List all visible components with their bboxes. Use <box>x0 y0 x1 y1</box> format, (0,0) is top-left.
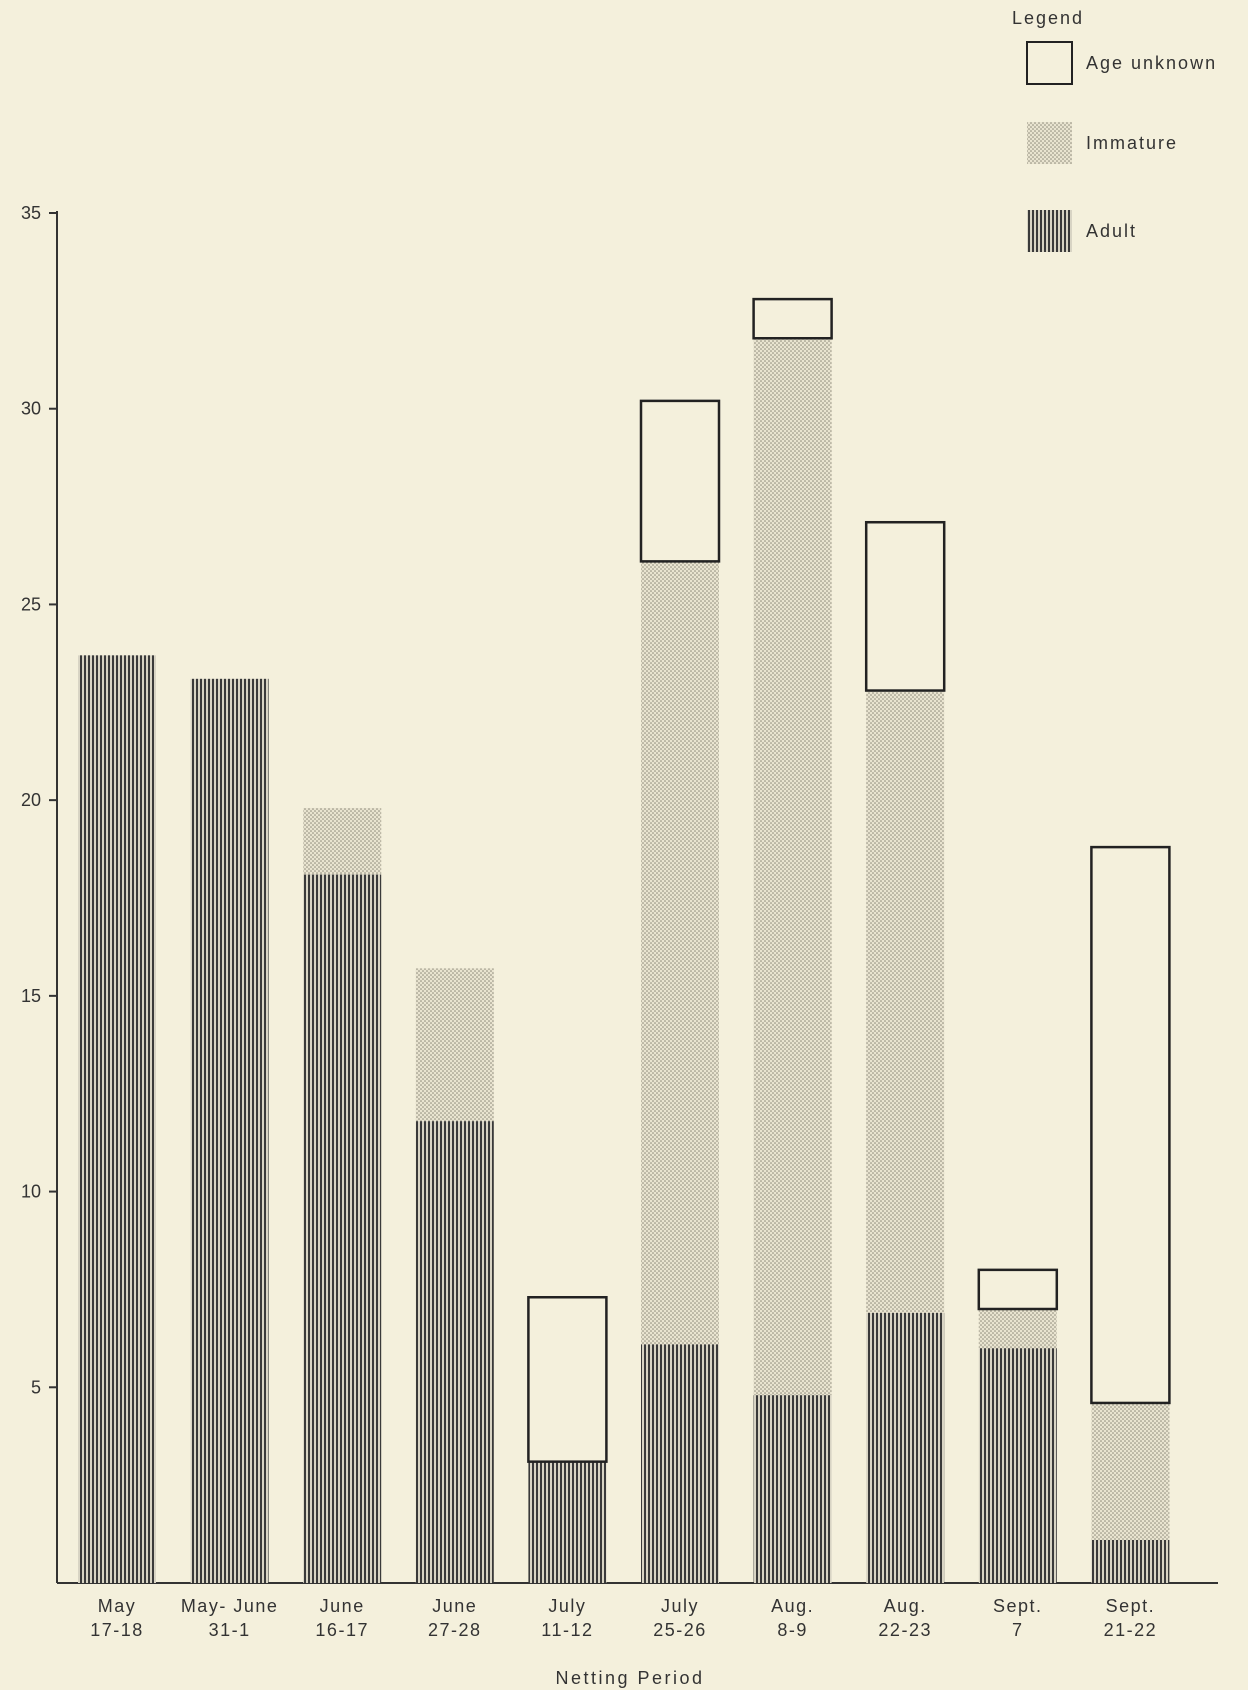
x-tick-label: 7 <box>1012 1620 1024 1640</box>
y-tick-label: 15 <box>21 986 41 1006</box>
y-tick-label: 20 <box>21 790 41 810</box>
bar-segment-adult <box>1091 1539 1170 1583</box>
x-tick-label: 25-26 <box>653 1620 707 1640</box>
legend-items: Age unknown Immature Adult <box>1026 41 1217 252</box>
y-tick-label: 35 <box>21 203 41 223</box>
y-tick-label: 5 <box>31 1377 41 1397</box>
x-tick-label: June <box>432 1596 477 1616</box>
legend-swatch-immature <box>1027 122 1072 164</box>
bar-segment-adult <box>641 1344 719 1583</box>
y-tick-label: 10 <box>21 1182 41 1202</box>
legend-label: Adult <box>1086 221 1137 241</box>
bar-segment-adult <box>303 874 382 1583</box>
bar-segment-age-unknown <box>752 297 833 340</box>
bar-segment-immature <box>641 561 719 1345</box>
y-tick-label: 30 <box>21 399 41 419</box>
x-tick-label: June <box>320 1596 365 1616</box>
x-tick-label: July <box>548 1596 586 1616</box>
bar-segment-age-unknown <box>639 399 721 563</box>
bar-segment-age-unknown <box>977 1268 1059 1311</box>
x-axis-title: Netting Period <box>555 1668 704 1688</box>
bar-segment-immature <box>866 690 945 1313</box>
bars <box>78 297 1171 1583</box>
bar-segment-age-unknown <box>1090 845 1171 1405</box>
bar-segment-immature <box>1091 1402 1170 1540</box>
bar-segment-adult <box>78 655 156 1583</box>
x-axis-labels: May 17-18 May- June 31-1 June 16-17 June 27-28 J… <box>90 1596 1158 1640</box>
x-tick-label: Aug. <box>771 1596 814 1616</box>
x-tick-label: 8-9 <box>777 1620 808 1640</box>
x-tick-label: Sept. <box>993 1596 1043 1616</box>
x-tick-label: 17-18 <box>90 1620 144 1640</box>
bar-segment-age-unknown <box>864 520 946 692</box>
bar-segment-immature <box>753 338 832 1396</box>
x-tick-label: Sept. <box>1106 1596 1156 1616</box>
bar-segment-immature <box>978 1309 1057 1349</box>
legend-label: Age unknown <box>1086 53 1217 73</box>
legend-label: Immature <box>1086 133 1178 153</box>
bar-segment-immature <box>415 968 494 1122</box>
legend-swatch-adult <box>1027 210 1072 252</box>
x-tick-label: 22-23 <box>878 1620 932 1640</box>
bar-segment-adult <box>978 1348 1057 1583</box>
bar-segment-immature <box>303 807 382 875</box>
x-tick-label: 21-22 <box>1104 1620 1158 1640</box>
bar-segment-age-unknown <box>527 1296 608 1463</box>
x-tick-label: May- June <box>181 1596 279 1616</box>
bar-segment-adult <box>415 1121 494 1583</box>
bar-segment-adult <box>190 678 269 1583</box>
legend-title: Legend <box>1012 8 1084 28</box>
bar-segment-adult <box>753 1395 832 1583</box>
x-tick-label: 16-17 <box>315 1620 369 1640</box>
x-tick-label: Aug. <box>884 1596 927 1616</box>
x-tick-label: 11-12 <box>541 1620 593 1640</box>
bar-segment-adult <box>866 1312 945 1583</box>
legend-swatch-age-unknown <box>1026 41 1073 85</box>
x-tick-label: July <box>661 1596 699 1616</box>
legend: Legend Age unknown Immature Adult <box>1012 8 1217 252</box>
x-tick-label: 27-28 <box>428 1620 482 1640</box>
x-tick-label: May <box>98 1596 137 1616</box>
x-tick-label: 31-1 <box>209 1620 251 1640</box>
y-tick-label: 25 <box>21 594 41 614</box>
bar-segment-adult <box>528 1461 607 1583</box>
